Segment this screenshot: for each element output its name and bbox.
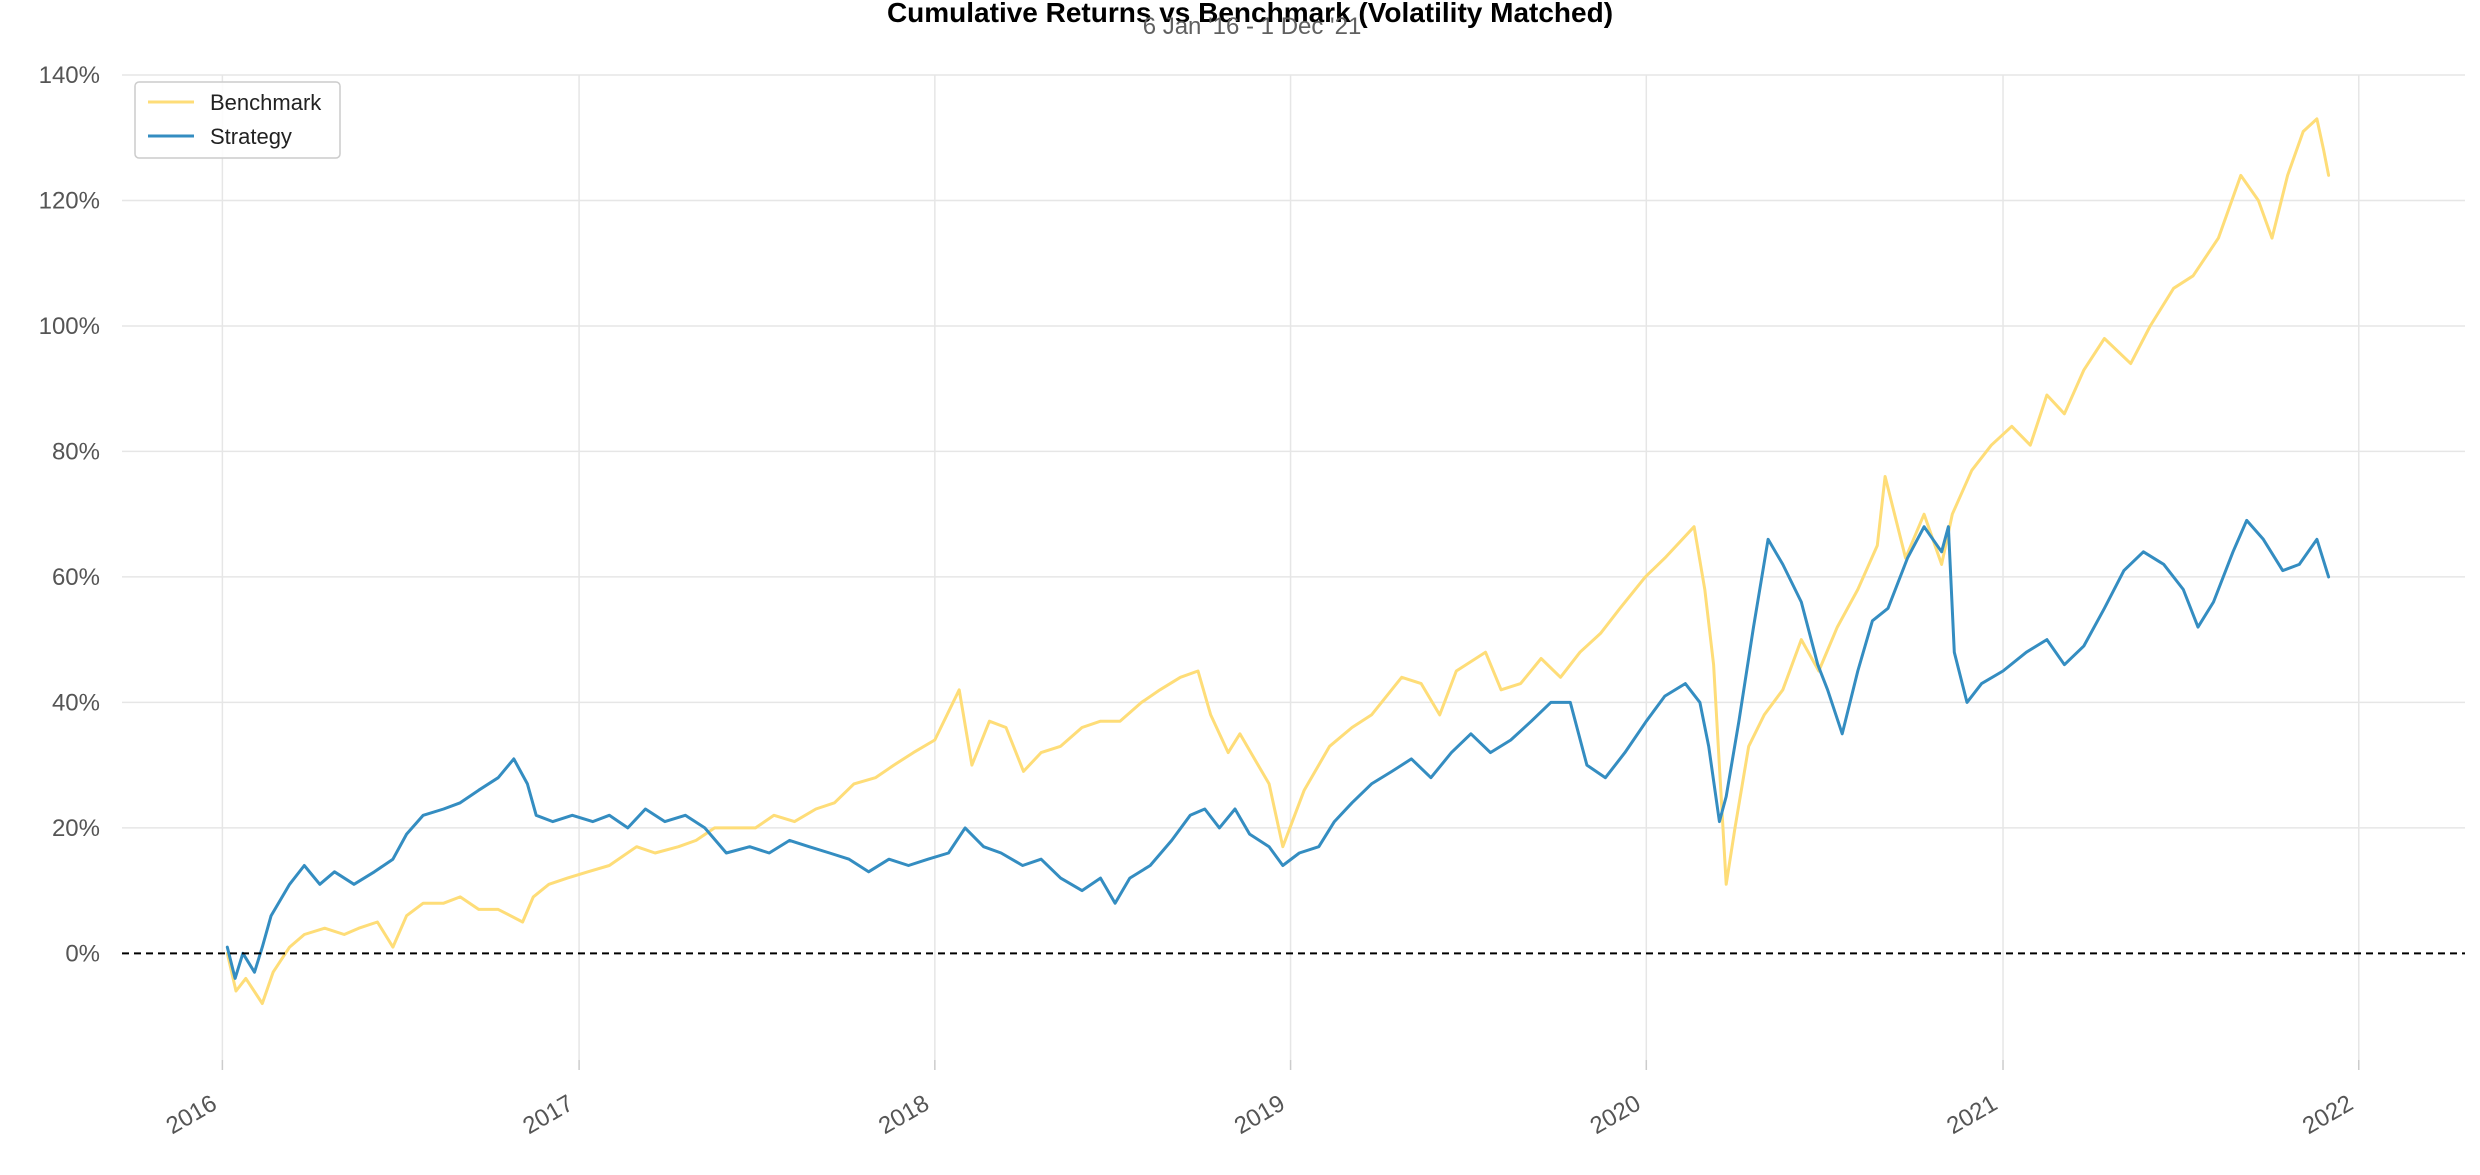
series-line-benchmark — [225, 117, 2331, 1005]
legend: Benchmark Strategy — [134, 81, 341, 159]
legend-label-strategy: Strategy — [210, 124, 292, 149]
y-tick-label: 20% — [52, 815, 100, 842]
x-axis-ticks: 2016 2017 2018 2019 2020 2021 2022 — [162, 1090, 2358, 1140]
grid-lines — [122, 74, 2465, 1070]
x-tick-label: 2017 — [518, 1090, 578, 1140]
series-line-strategy — [225, 518, 2331, 980]
x-tick-label: 2021 — [1942, 1090, 2002, 1140]
x-tick-label: 2022 — [2298, 1090, 2358, 1140]
x-tick-label: 2020 — [1586, 1090, 1646, 1140]
y-axis-ticks: 0% 20% 40% 60% 80% 100% 120% 140% — [39, 62, 100, 967]
chart-subtitle: 6 Jan '16 - 1 Dec '21 — [1143, 13, 1362, 40]
series-lines — [225, 117, 2331, 1005]
y-tick-label: 40% — [52, 689, 100, 716]
y-tick-label: 120% — [39, 187, 100, 214]
y-tick-label: 60% — [52, 564, 100, 591]
y-tick-label: 80% — [52, 438, 100, 465]
chart-title: Cumulative Returns vs Benchmark (Volatil… — [887, 0, 1613, 28]
y-tick-label: 100% — [39, 313, 100, 340]
x-tick-label: 2016 — [162, 1090, 222, 1140]
legend-label-benchmark: Benchmark — [210, 90, 322, 115]
y-tick-label: 0% — [65, 940, 100, 967]
x-tick-label: 2018 — [874, 1090, 934, 1140]
x-tick-label: 2019 — [1230, 1090, 1290, 1140]
y-tick-label: 140% — [39, 62, 100, 89]
